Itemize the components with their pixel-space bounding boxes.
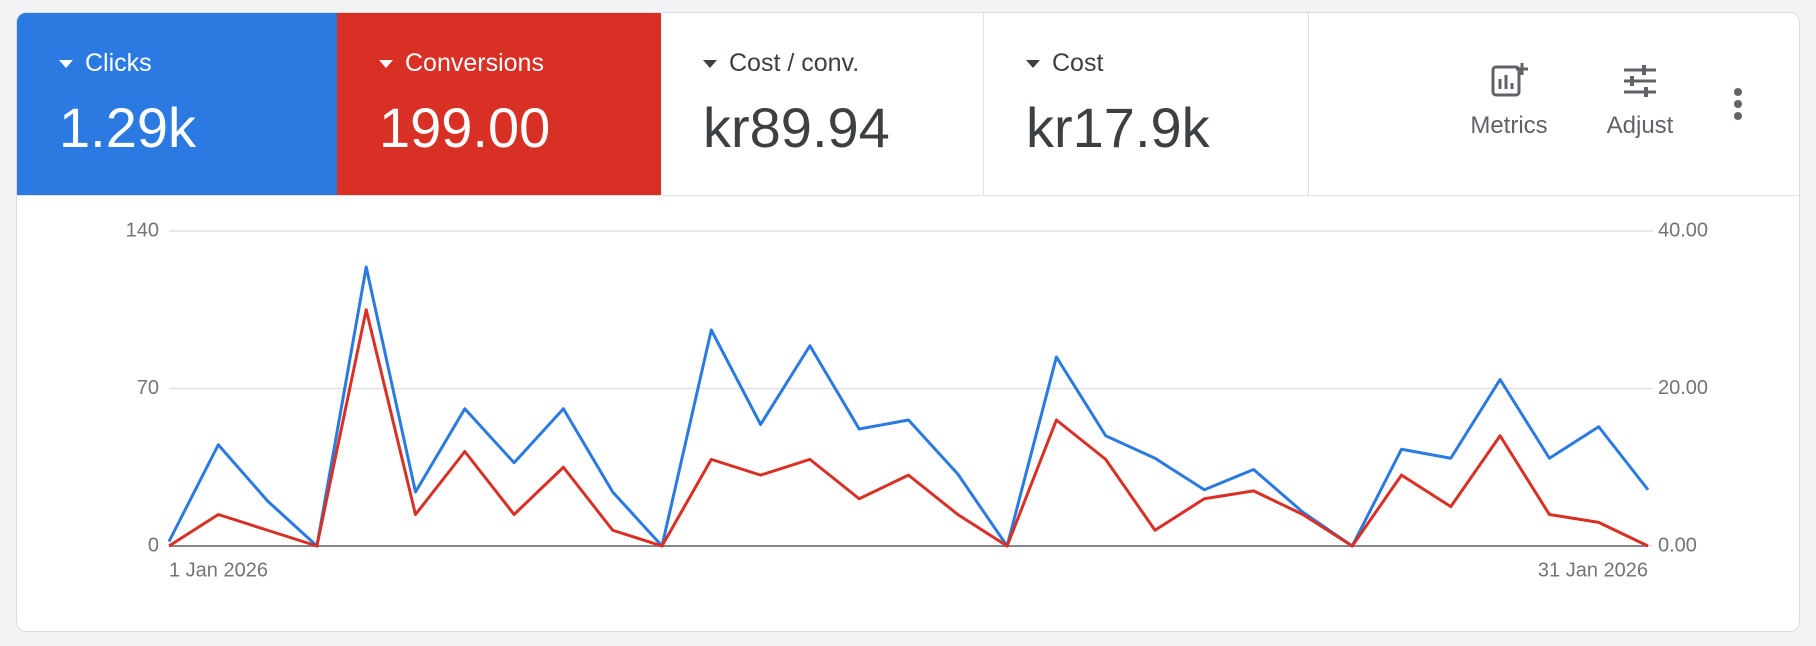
x-tick-label: 1 Jan 2026 [169,559,268,581]
metric-label: Cost [1052,49,1104,77]
metric-tile[interactable]: Conversions 199.00 [337,13,661,195]
metric-tiles: Clicks 1.29k Conversions 199.00 Cost / c… [17,13,1799,196]
button-label: Adjust [1606,112,1674,139]
metric-label: Cost / conv. [729,49,860,77]
adjust-button[interactable]: Adjust [1585,63,1695,140]
metrics-button[interactable]: Metrics [1454,63,1564,140]
y-tick-label: 70 [137,377,159,399]
y-tick-label: 0 [148,534,159,556]
series-line [168,308,1649,548]
y2-tick-label: 0.00 [1658,534,1697,556]
metrics-icon [1491,63,1528,97]
y2-tick-label: 20.00 [1658,377,1708,399]
metric-value: 1.29k [59,96,196,159]
adjust-icon [1624,65,1656,97]
button-label: Metrics [1470,112,1548,139]
metric-label: Clicks [85,49,152,77]
dropdown-arrow [1026,59,1040,68]
dropdown-arrow [379,59,393,68]
metric-label: Conversions [405,49,544,77]
metric-value: kr89.94 [703,96,890,159]
metric-value: 199.00 [379,96,551,159]
metric-tile[interactable]: Cost kr17.9k [984,13,1309,195]
chart: 0 70 140 0.00 20.00 40.00 1 Jan 2026 31 Jan 202… [126,219,1708,581]
x-tick-label: 31 Jan 2026 [1538,559,1648,581]
series-line [167,265,1650,548]
toolbar: Metrics Adjust [1309,13,1799,195]
performance-card: Clicks 1.29k Conversions 199.00 Cost / c… [16,12,1800,632]
metric-value: kr17.9k [1026,96,1210,159]
dropdown-arrow [59,59,73,68]
y-tick-label: 140 [126,219,159,241]
y2-tick-label: 40.00 [1658,219,1708,241]
metric-tile[interactable]: Cost / conv. kr89.94 [661,13,984,195]
more-menu[interactable] [1733,87,1743,121]
dropdown-arrow [703,59,717,68]
metric-tile[interactable]: Clicks 1.29k [17,13,337,195]
